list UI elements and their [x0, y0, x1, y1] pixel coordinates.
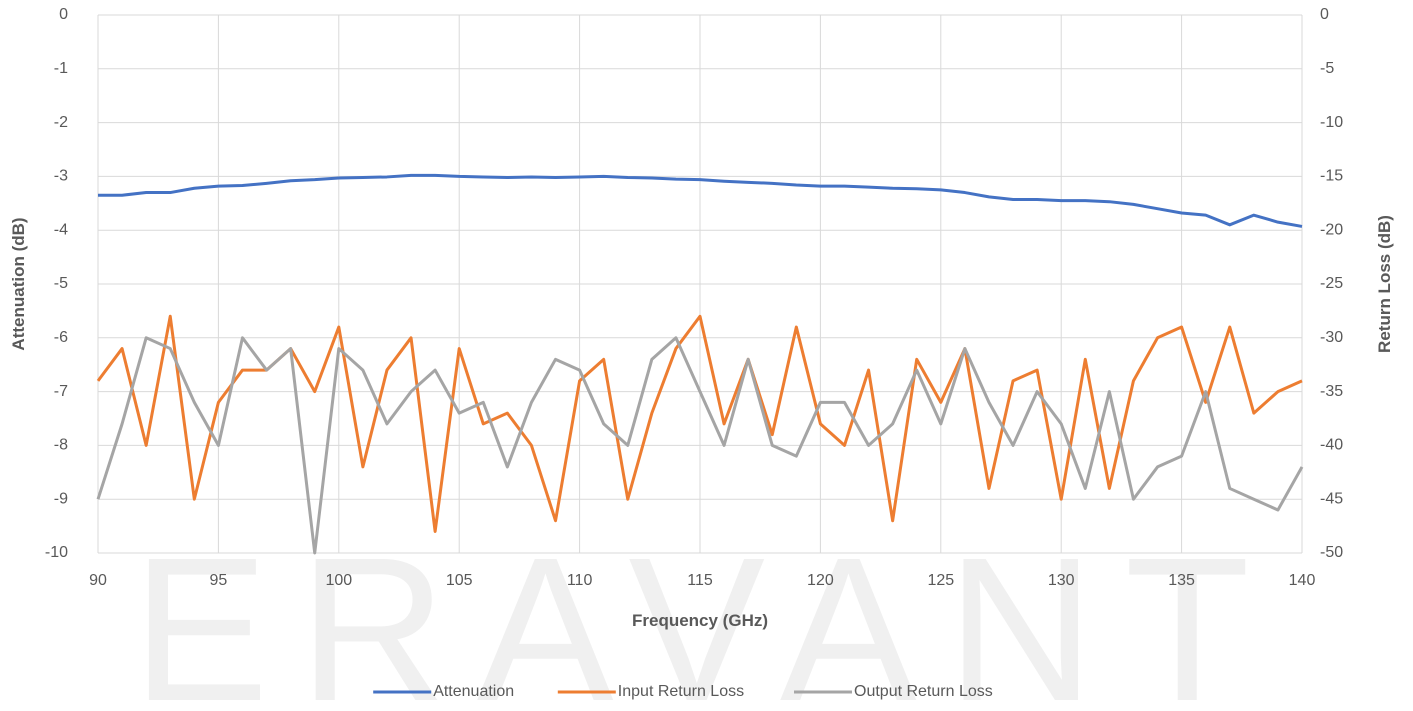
y-tick-label: -7	[54, 383, 68, 400]
y-axis-title: Attenuation (dB)	[9, 217, 28, 350]
y2-tick-label: -25	[1320, 275, 1343, 292]
x-tick-label: 115	[687, 572, 713, 589]
series-line	[98, 173, 1303, 228]
x-tick-label: 90	[89, 572, 107, 589]
series-line	[96, 314, 1303, 533]
watermark: ERAVANT	[132, 515, 1280, 706]
y-tick-label: -3	[54, 168, 68, 185]
x-tick-label: 130	[1048, 572, 1075, 589]
x-axis-title: Frequency (GHz)	[632, 611, 768, 630]
y-tick-label: 0	[59, 6, 68, 23]
y2-axis-title: Return Loss (dB)	[1375, 215, 1394, 353]
x-tick-label: 100	[325, 572, 352, 589]
y2-tick-label: -20	[1320, 221, 1343, 238]
legend-label: Attenuation	[433, 683, 514, 700]
y-tick-label: -10	[45, 544, 68, 561]
y2-tick-label: -5	[1320, 60, 1334, 77]
x-tick-label: 105	[446, 572, 473, 589]
y2-tick-label: -45	[1320, 490, 1343, 507]
y-tick-label: -6	[54, 329, 68, 346]
series-line	[96, 336, 1304, 555]
x-tick-label: 95	[210, 572, 228, 589]
y2-tick-label: -40	[1320, 437, 1343, 454]
x-tick-label: 125	[927, 572, 954, 589]
y2-tick-label: -50	[1320, 544, 1343, 561]
y2-tick-label: -35	[1320, 383, 1343, 400]
y-tick-label: -2	[54, 114, 68, 131]
legend-label: Input Return Loss	[618, 683, 744, 700]
y-tick-label: -4	[54, 221, 68, 238]
x-tick-label: 135	[1168, 572, 1195, 589]
y-tick-label: -1	[54, 60, 68, 77]
x-tick-label: 110	[567, 572, 593, 589]
y-tick-label: -5	[54, 275, 68, 292]
y2-tick-label: -10	[1320, 114, 1343, 131]
x-tick-label: 120	[807, 572, 834, 589]
y2-tick-label: 0	[1320, 6, 1329, 23]
y-tick-label: -8	[54, 437, 68, 454]
legend-label: Output Return Loss	[854, 683, 993, 700]
y-tick-label: -9	[54, 490, 68, 507]
y2-tick-label: -15	[1320, 168, 1343, 185]
y2-tick-label: -30	[1320, 329, 1343, 346]
x-tick-label: 140	[1289, 572, 1316, 589]
